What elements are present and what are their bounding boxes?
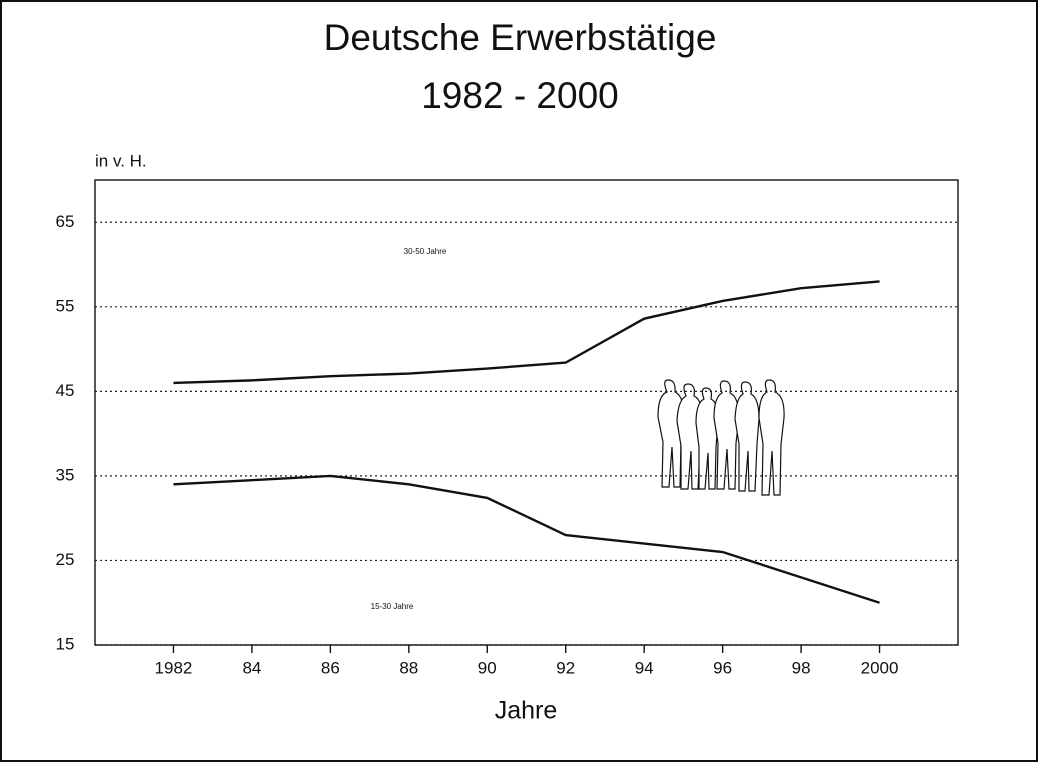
y-tick-label: 65 bbox=[56, 212, 75, 231]
x-tick-label: 90 bbox=[478, 658, 497, 677]
series-label: 15-30 Jahre bbox=[371, 602, 414, 611]
y-tick-label: 55 bbox=[56, 296, 75, 315]
x-tick-label: 2000 bbox=[861, 658, 899, 677]
x-tick-label: 98 bbox=[792, 658, 811, 677]
x-tick-label: 1982 bbox=[155, 658, 193, 677]
y-tick-label: 35 bbox=[56, 465, 75, 484]
series-label: 30-50 Jahre bbox=[404, 247, 447, 256]
x-tick-label: 92 bbox=[556, 658, 575, 677]
series-line bbox=[173, 474, 880, 604]
y-axis-label: in v. H. bbox=[95, 151, 147, 170]
chart-subtitle: 1982 - 2000 bbox=[421, 75, 619, 116]
x-tick-label: 84 bbox=[242, 658, 261, 677]
x-axis-label: Jahre bbox=[495, 697, 558, 725]
chart-title: Deutsche Erwerbstätige bbox=[324, 17, 717, 58]
y-tick-label: 15 bbox=[56, 634, 75, 653]
x-tick-label: 96 bbox=[713, 658, 732, 677]
y-tick-label: 25 bbox=[56, 550, 75, 569]
plot-frame bbox=[94, 179, 959, 646]
people-illustration bbox=[657, 379, 785, 496]
x-tick-label: 88 bbox=[399, 658, 418, 677]
y-tick-label: 45 bbox=[56, 381, 75, 400]
x-tick-label: 94 bbox=[635, 658, 654, 677]
x-tick-label: 86 bbox=[321, 658, 340, 677]
series-line bbox=[173, 280, 880, 385]
